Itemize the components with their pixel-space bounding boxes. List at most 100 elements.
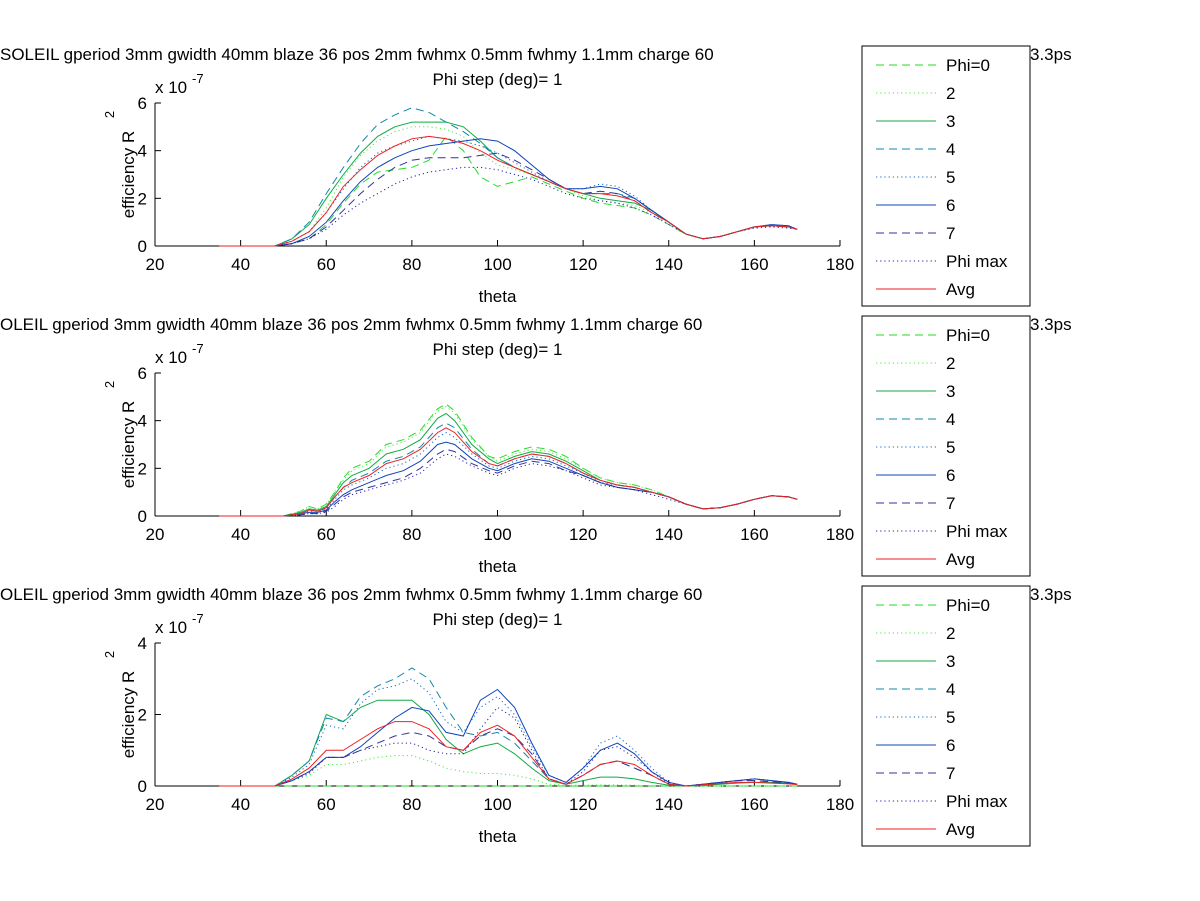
subplot-2: OLEIL gperiod 3mm gwidth 40mm blaze 36 p… [0,315,1072,577]
series-line [219,667,798,787]
x-tick-label: 120 [569,795,597,814]
x-tick-label: 120 [569,525,597,544]
x-axis-label: theta [479,287,517,306]
x-tick-label: 20 [146,525,165,544]
y-axis-label-superscript: 2 [102,111,117,118]
legend-label: 6 [946,196,955,215]
series-line [219,688,798,787]
y-tick-label: 0 [138,237,147,256]
chart-title: OLEIL gperiod 3mm gwidth 40mm blaze 36 p… [0,315,702,334]
x-tick-label: 20 [146,255,165,274]
chart-subtitle: Phi step (deg)= 1 [433,70,563,89]
legend-label: 7 [946,494,955,513]
legend-label: 4 [946,680,955,699]
legend-label: Avg [946,550,975,569]
x-tick-label: 180 [826,795,854,814]
subplot-1: SOLEIL gperiod 3mm gwidth 40mm blaze 36 … [0,45,1072,307]
legend: Phi=0 2 3 4 5 6 7 Phi max Avg [861,585,1031,847]
y-axis-label-superscript: 2 [102,381,117,388]
legend-label: 2 [946,624,955,643]
legend-label: Phi=0 [946,56,990,75]
y-exponent-power: -7 [192,71,204,86]
y-tick-label: 2 [138,706,147,725]
x-tick-label: 180 [826,255,854,274]
y-tick-label: 2 [138,459,147,478]
x-tick-label: 60 [317,255,336,274]
legend-label: 7 [946,764,955,783]
legend-label: 6 [946,466,955,485]
x-tick-label: 160 [740,255,768,274]
y-tick-label: 6 [138,364,147,383]
legend-label: 5 [946,708,955,727]
legend-label: 3 [946,112,955,131]
x-tick-label: 140 [655,795,683,814]
series-line [219,721,798,787]
legend-box [861,45,1031,307]
chart-subtitle: Phi step (deg)= 1 [433,340,563,359]
series-line [219,412,798,517]
y-tick-label: 0 [138,777,147,796]
x-tick-label: 80 [402,795,421,814]
x-tick-label: 60 [317,795,336,814]
legend-label: Phi max [946,252,1008,271]
legend-label: 2 [946,84,955,103]
chart-title: SOLEIL gperiod 3mm gwidth 40mm blaze 36 … [0,45,714,64]
y-exponent-power: -7 [192,611,204,626]
series-line [219,135,798,247]
series-line [219,448,798,517]
legend-label: 3 [946,382,955,401]
y-exponent-label: x 10 [155,78,187,97]
series-line [219,699,798,787]
subplot-3: OLEIL gperiod 3mm gwidth 40mm blaze 36 p… [0,585,1072,847]
chart-title-suffix: 3.3ps [1030,315,1072,334]
chart-title: OLEIL gperiod 3mm gwidth 40mm blaze 36 p… [0,585,702,604]
series-line [219,166,798,247]
series-line [219,138,798,247]
series-line [219,728,798,787]
x-tick-label: 60 [317,525,336,544]
x-axis-label: theta [479,827,517,846]
chart-subtitle: Phi step (deg)= 1 [433,610,563,629]
legend-label: 4 [946,140,955,159]
x-tick-label: 140 [655,255,683,274]
series-line [219,135,798,247]
legend-label: 5 [946,438,955,457]
x-axis-label: theta [479,557,517,576]
series-line [219,107,798,247]
y-axis-label: efficiency R [119,131,138,219]
series-line [219,427,798,517]
legend-box [861,315,1031,577]
x-tick-label: 100 [483,255,511,274]
y-tick-label: 4 [138,142,147,161]
x-tick-label: 140 [655,525,683,544]
legend: Phi=0 2 3 4 5 6 7 Phi max Avg [861,315,1031,577]
y-tick-label: 4 [138,412,147,431]
legend-label: 6 [946,736,955,755]
legend-label: 7 [946,224,955,243]
x-tick-label: 20 [146,795,165,814]
x-tick-label: 100 [483,795,511,814]
y-axis-label: efficiency R [119,401,138,489]
series-line [219,453,798,517]
series-line [219,126,798,247]
legend-label: 4 [946,410,955,429]
y-exponent-label: x 10 [155,348,187,367]
y-axis-label: efficiency R [119,671,138,759]
legend-label: Phi=0 [946,326,990,345]
y-tick-label: 0 [138,507,147,526]
x-tick-label: 120 [569,255,597,274]
legend: Phi=0 2 3 4 5 6 7 Phi max Avg [861,45,1031,307]
legend-label: Phi max [946,792,1008,811]
y-exponent-label: x 10 [155,618,187,637]
legend-label: 5 [946,168,955,187]
y-exponent-power: -7 [192,341,204,356]
y-axis-label-superscript: 2 [102,651,117,658]
x-tick-label: 160 [740,795,768,814]
y-tick-label: 2 [138,189,147,208]
series-line [219,403,798,517]
series-line [219,422,798,517]
series-line [219,441,798,517]
x-tick-label: 40 [231,255,250,274]
legend-box [861,585,1031,847]
chart-title-suffix: 3.3ps [1030,45,1072,64]
